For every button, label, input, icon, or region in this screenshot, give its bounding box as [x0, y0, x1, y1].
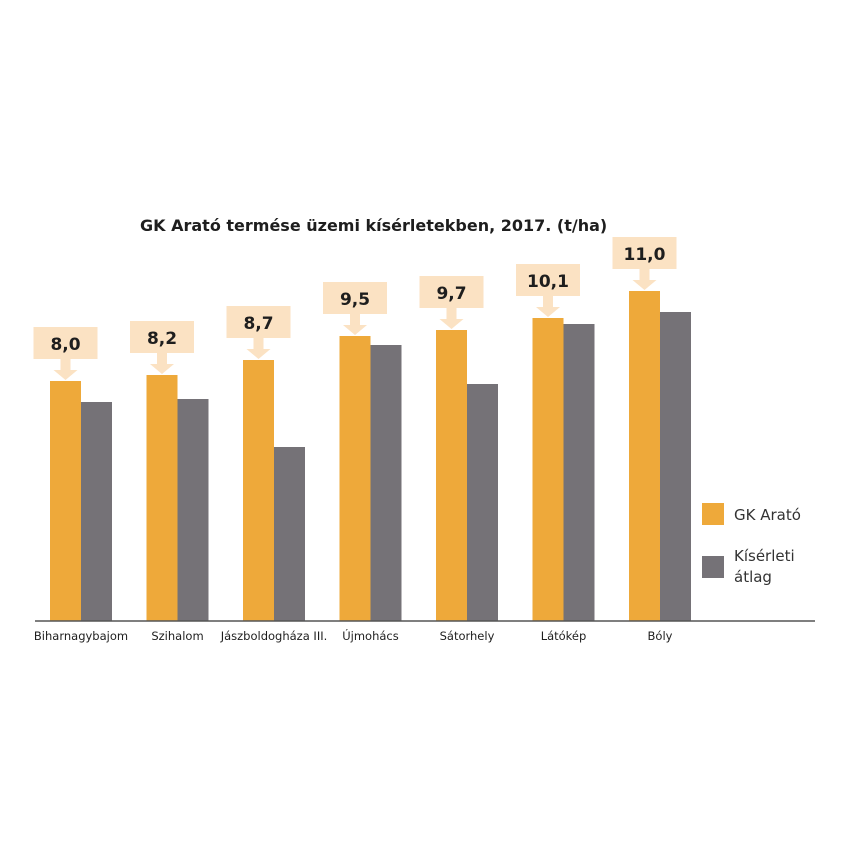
bar-kiserleti-atlag — [660, 312, 691, 621]
data-label-callout: 8,0 — [33, 327, 98, 380]
data-label: 8,0 — [50, 335, 80, 355]
legend: GK Arató Kísérleti átlag — [702, 503, 801, 586]
data-label-box — [33, 327, 98, 359]
bar-gk-arato — [50, 381, 81, 621]
data-label-arrow — [343, 313, 367, 335]
x-tick-label: Biharnagybajom — [34, 629, 128, 643]
data-label-callout: 9,5 — [323, 282, 387, 335]
bar-kiserleti-atlag — [177, 399, 209, 621]
bar-gk-arato — [629, 291, 660, 621]
legend-swatch-kiserleti-atlag — [702, 556, 724, 578]
legend-label-line: Kísérleti — [734, 547, 795, 565]
data-label-arrow — [439, 307, 464, 329]
bar-gk-arato — [339, 336, 371, 621]
data-label-box — [323, 282, 387, 314]
x-tick-label: Látókép — [541, 629, 587, 643]
data-label: 8,2 — [147, 329, 177, 349]
data-label-box — [612, 237, 677, 269]
data-label: 9,7 — [436, 284, 466, 304]
x-tick-label: Sátorhely — [440, 629, 495, 643]
data-label-callout: 8,7 — [226, 306, 291, 359]
data-label-box — [130, 321, 194, 353]
x-tick-labels-layer: Biharnagybajom Szihalom Jászboldogháza III… — [34, 628, 673, 643]
bar-kiserleti-atlag — [467, 384, 498, 621]
data-label-arrow — [53, 358, 78, 380]
bar-kiserleti-atlag — [81, 402, 112, 621]
data-label-arrow — [150, 352, 174, 374]
data-label-arrow — [632, 268, 657, 290]
bars-layer — [50, 291, 691, 621]
chart-title: GK Arató termése üzemi kísérletekben, 20… — [140, 216, 607, 235]
bar-kiserleti-atlag — [274, 447, 305, 621]
data-label-box — [419, 276, 484, 308]
x-tick-label: Újmohács — [342, 628, 399, 643]
x-tick-label: Jászboldogháza III. — [220, 629, 328, 643]
legend-label-line: átlag — [734, 568, 772, 586]
bar-kiserleti-atlag — [563, 324, 595, 621]
legend-label-gk-arato: GK Arató — [734, 506, 801, 524]
x-tick-label: Bóly — [648, 629, 673, 643]
data-label-box — [516, 264, 580, 296]
legend-swatch-gk-arato — [702, 503, 724, 525]
bar-kiserleti-atlag — [370, 345, 402, 621]
data-label-callout: 11,0 — [612, 237, 677, 290]
data-label: 10,1 — [527, 272, 569, 292]
data-labels-layer: 8,0 8,2 8,7 9,5 9,7 10,1 11,0 — [33, 237, 677, 380]
data-label-callout: 8,2 — [130, 321, 194, 374]
data-label-arrow — [536, 295, 560, 317]
data-label: 9,5 — [340, 290, 370, 310]
data-label-box — [226, 306, 291, 338]
data-label: 8,7 — [243, 314, 273, 334]
data-label-callout: 9,7 — [419, 276, 484, 329]
data-label-callout: 10,1 — [516, 264, 580, 317]
legend-label-kiserleti-atlag: Kísérleti átlag — [734, 547, 795, 586]
bar-gk-arato — [243, 360, 274, 621]
bar-gk-arato — [436, 330, 467, 621]
bar-gk-arato — [146, 375, 178, 621]
x-tick-label: Szihalom — [151, 629, 203, 643]
data-label-arrow — [246, 337, 271, 359]
data-label: 11,0 — [624, 245, 666, 265]
bar-gk-arato — [532, 318, 564, 621]
